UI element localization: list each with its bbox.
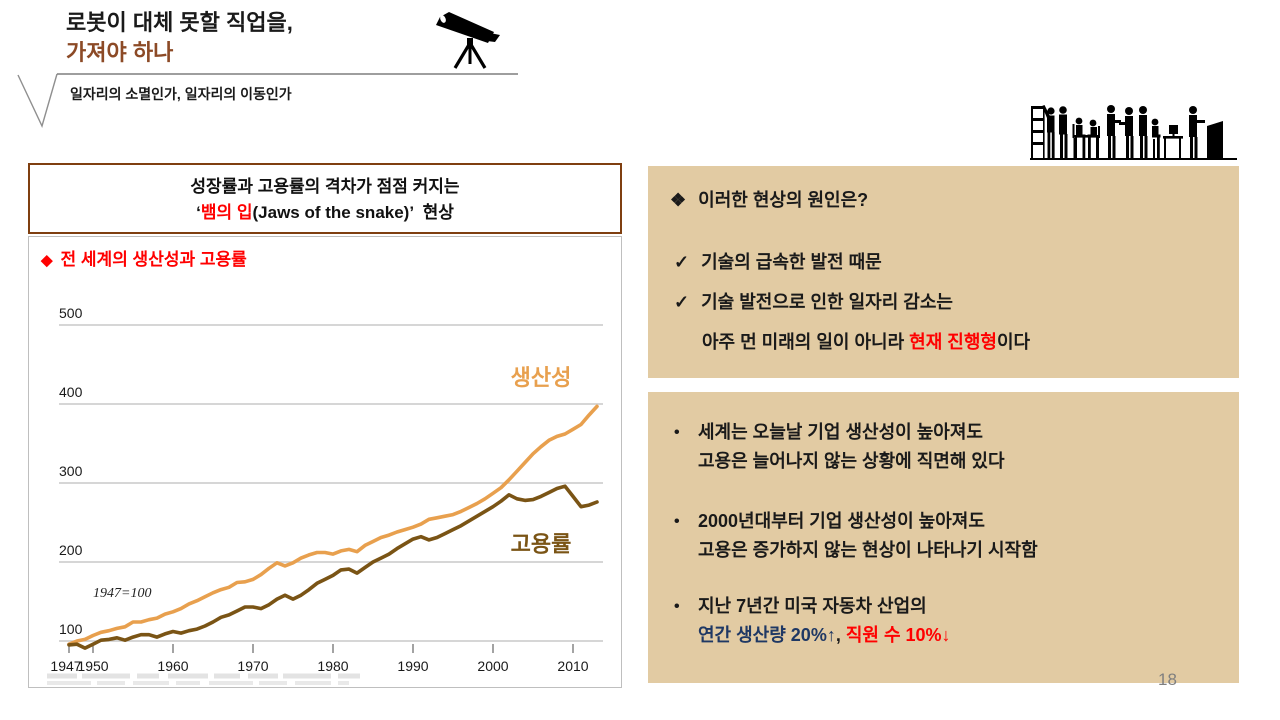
line2-red-part: 현재 진행형 (909, 332, 997, 352)
production-up-stat: 연간 생산량 20%↑ (698, 625, 836, 645)
check-item-2: ✓ 기술 발전으로 인한 일자리 감소는 (674, 290, 953, 314)
x-tick-label-2000: 2000 (477, 658, 508, 674)
x-tick-label-2010: 2010 (557, 658, 588, 674)
headline-red-phrase: 뱀의 입 (200, 203, 253, 222)
four-diamond-bullet-icon: ❖ (670, 190, 687, 210)
check-item-1-text: 기술의 급속한 발전 때문 (701, 252, 882, 272)
employment-line (67, 484, 599, 650)
bullet-item-1-text: 세계는 오늘날 기업 생산성이 높아져도 고용은 늘어나지 않는 상황에 직면해… (698, 418, 1005, 476)
office-workers-illustration (1030, 105, 1237, 160)
bullet-item-3-text: 지난 7년간 미국 자동차 산업의 연간 생산량 20%↑, 직원 수 10%↓ (698, 592, 951, 650)
title-line-1: 로봇이 대체 못할 직업을, (66, 10, 293, 35)
x-tick-label-1950: 1950 (77, 658, 108, 674)
check-item-2-text: 기술 발전으로 인한 일자리 감소는 (701, 292, 953, 312)
y-tick-label-500: 500 (59, 305, 83, 321)
bullet-item-1: • 세계는 오늘날 기업 생산성이 높아져도 고용은 늘어나지 않는 상황에 직… (674, 418, 1005, 476)
check-icon: ✓ (674, 252, 690, 272)
bullet1-line1: 세계는 오늘날 기업 생산성이 높아져도 (698, 422, 983, 442)
y-tick-label-400: 400 (59, 384, 83, 400)
chart-panel: ◆ 전 세계의 생산성과 고용률 100 200 300 400 500 1947 1950 1… (28, 236, 622, 688)
line2-tail: 이다 (996, 332, 1031, 352)
page-title: 로봇이 대체 못할 직업을, 가져야 하나 (66, 8, 293, 68)
bullet3-line1: 지난 7년간 미국 자동차 산업의 (698, 596, 927, 616)
headline-tail: 현상 (413, 203, 454, 222)
cause-heading-text: 이러한 현상의 원인은? (698, 190, 869, 210)
stat-separator: , (835, 625, 846, 645)
bullet-item-2: • 2000년대부터 기업 생산성이 높아져도 고용은 증가하지 않는 현상이 … (674, 507, 1038, 565)
productivity-line (67, 404, 599, 647)
cause-panel: ❖ 이러한 현상의 원인은? ✓ 기술의 급속한 발전 때문 ✓ 기술 발전으로… (648, 166, 1239, 378)
x-tick-label-1960: 1960 (157, 658, 188, 674)
title-line-2: 가져야 하나 (66, 40, 174, 65)
x-tick-label-1990: 1990 (397, 658, 428, 674)
cause-heading: ❖ 이러한 현상의 원인은? (670, 188, 868, 212)
headline-quote-close: ’ (409, 203, 414, 222)
bullet2-line2: 고용은 증가하지 않는 현상이 나타나기 시작함 (698, 540, 1038, 560)
check-item-1: ✓ 기술의 급속한 발전 때문 (674, 250, 882, 274)
headline-line-2: ‘뱀의 입(Jaws of the snake)’ 현상 (30, 200, 620, 226)
check-item-2-continued: 아주 먼 미래의 일이 아니라 현재 진행형이다 (702, 330, 1030, 354)
diamond-bullet-icon: ◆ (41, 252, 53, 269)
bullet-icon: • (674, 424, 680, 441)
header-subtitle: 일자리의 소멸인가, 일자리의 이동인가 (70, 86, 292, 102)
y-tick-label-300: 300 (59, 463, 83, 479)
headline-box: 성장률과 고용률의 격차가 점점 커지는 ‘뱀의 입(Jaws of the s… (28, 163, 622, 234)
check-item-2-line2: 아주 먼 미래의 일이 아니라 현재 진행형이다 (702, 330, 1030, 354)
y-tick-label-100: 100 (59, 621, 83, 637)
bullet2-line1: 2000년대부터 기업 생산성이 높아져도 (698, 511, 985, 531)
telescope-icon (436, 12, 500, 69)
v-mark-icon (17, 73, 518, 128)
bullet-item-3: • 지난 7년간 미국 자동차 산업의 연간 생산량 20%↑, 직원 수 10… (674, 592, 951, 650)
chart-caption: ◆ 전 세계의 생산성과 고용률 (29, 237, 621, 269)
check-icon: ✓ (674, 292, 690, 312)
bullet3-line2: 연간 생산량 20%↑, 직원 수 10%↓ (698, 625, 951, 645)
series-label-생산성: 생산성 (511, 365, 572, 390)
x-tick-label-1970: 1970 (237, 658, 268, 674)
facts-panel: • 세계는 오늘날 기업 생산성이 높아져도 고용은 늘어나지 않는 상황에 직… (648, 392, 1239, 683)
page-number: 18 (1158, 670, 1177, 689)
chart-caption-text: 전 세계의 생산성과 고용률 (60, 250, 247, 269)
line2-black-part: 아주 먼 미래의 일이 아니라 (702, 332, 910, 352)
headline-quote-open: ‘ (196, 203, 201, 222)
employees-down-stat: 직원 수 10%↓ (845, 625, 951, 645)
bullet-item-2-text: 2000년대부터 기업 생산성이 높아져도 고용은 증가하지 않는 현상이 나타… (698, 507, 1038, 565)
series-label-고용률: 고용률 (511, 532, 572, 557)
y-tick-label-200: 200 (59, 542, 83, 558)
headline-latin-phrase: (Jaws of the snake) (252, 203, 410, 222)
bullet-icon: • (674, 598, 680, 615)
x-tick-label-1980: 1980 (317, 658, 348, 674)
bullet1-line2: 고용은 늘어나지 않는 상황에 직면해 있다 (698, 451, 1005, 471)
x-tick-label-1947: 1947 (50, 658, 81, 674)
headline-line-1: 성장률과 고용률의 격차가 점점 커지는 (190, 177, 460, 196)
bullet-icon: • (674, 513, 680, 530)
index-note: 1947=100 (93, 586, 151, 601)
